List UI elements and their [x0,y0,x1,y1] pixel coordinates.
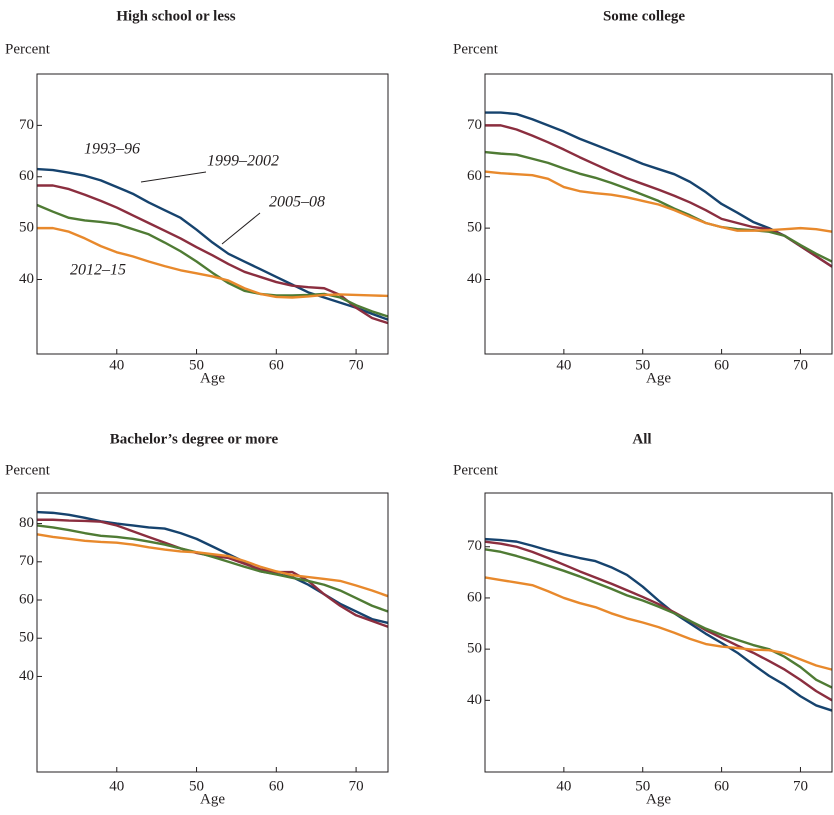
y-tick-label: 50 [467,220,482,236]
series-label: 2005–08 [269,194,325,211]
series-line [484,150,833,263]
x-tick-label: 50 [189,357,204,373]
y-axis-label: Percent [5,462,51,478]
plot-frame [484,73,833,355]
series-line [36,510,389,625]
x-tick-label: 40 [109,778,124,794]
series-line [485,124,833,268]
y-tick-label: 50 [467,641,482,657]
x-tick-label: 60 [269,357,284,373]
series-line [36,167,389,321]
x-axis-label: Age [646,370,671,386]
series-label: 2012–15 [70,262,126,279]
x-tick-label: 60 [714,357,729,373]
y-tick-label: 40 [19,271,34,287]
series-line [37,184,389,325]
panel-title: Some college [603,8,685,24]
series-line [36,524,389,613]
plot-frame [36,492,389,773]
y-tick-label: 40 [467,271,482,287]
x-tick-label: 60 [269,778,284,794]
series-line [37,226,389,299]
x-tick-label: 50 [635,357,650,373]
y-tick-label: 70 [19,117,34,133]
x-axis-label: Age [200,370,225,386]
y-tick-label: 60 [19,168,34,184]
x-tick-label: 70 [349,778,364,794]
y-tick-label: 70 [467,538,482,554]
series-line [484,170,833,233]
leader-line [221,212,261,245]
plot-frame [36,73,389,355]
y-tick-label: 60 [19,591,34,607]
panel-title: Bachelor’s degree or more [110,431,279,447]
y-axis-label: Percent [453,41,499,57]
y-tick-label: 70 [19,553,34,569]
y-tick-label: 40 [19,668,34,684]
x-tick-label: 40 [556,778,571,794]
y-tick-label: 60 [467,168,482,184]
x-axis-label: Age [200,791,225,807]
series-line [36,533,389,598]
y-axis-label: Percent [5,41,51,57]
x-axis-label: Age [646,791,671,807]
series-line [484,576,833,671]
y-tick-label: 50 [19,630,34,646]
x-tick-label: 70 [793,357,808,373]
panel-title: High school or less [116,8,235,24]
x-tick-label: 40 [556,357,571,373]
y-tick-label: 50 [19,220,34,236]
x-tick-label: 60 [714,778,729,794]
plot-frame [484,492,833,773]
series-line [37,518,389,628]
y-tick-label: 80 [19,515,34,531]
x-tick-label: 50 [635,778,650,794]
y-axis-label: Percent [453,462,499,478]
series-label: 1999–2002 [207,153,279,170]
x-tick-label: 70 [349,357,364,373]
x-tick-label: 40 [109,357,124,373]
y-tick-label: 40 [467,692,482,708]
panel-title: All [632,431,651,447]
y-tick-label: 60 [467,589,482,605]
series-label: 1993–96 [84,141,140,158]
x-tick-label: 50 [189,778,204,794]
series-line [484,540,833,702]
series-line [484,537,833,712]
x-tick-label: 70 [793,778,808,794]
leader-line [140,171,207,183]
y-tick-label: 70 [467,117,482,133]
